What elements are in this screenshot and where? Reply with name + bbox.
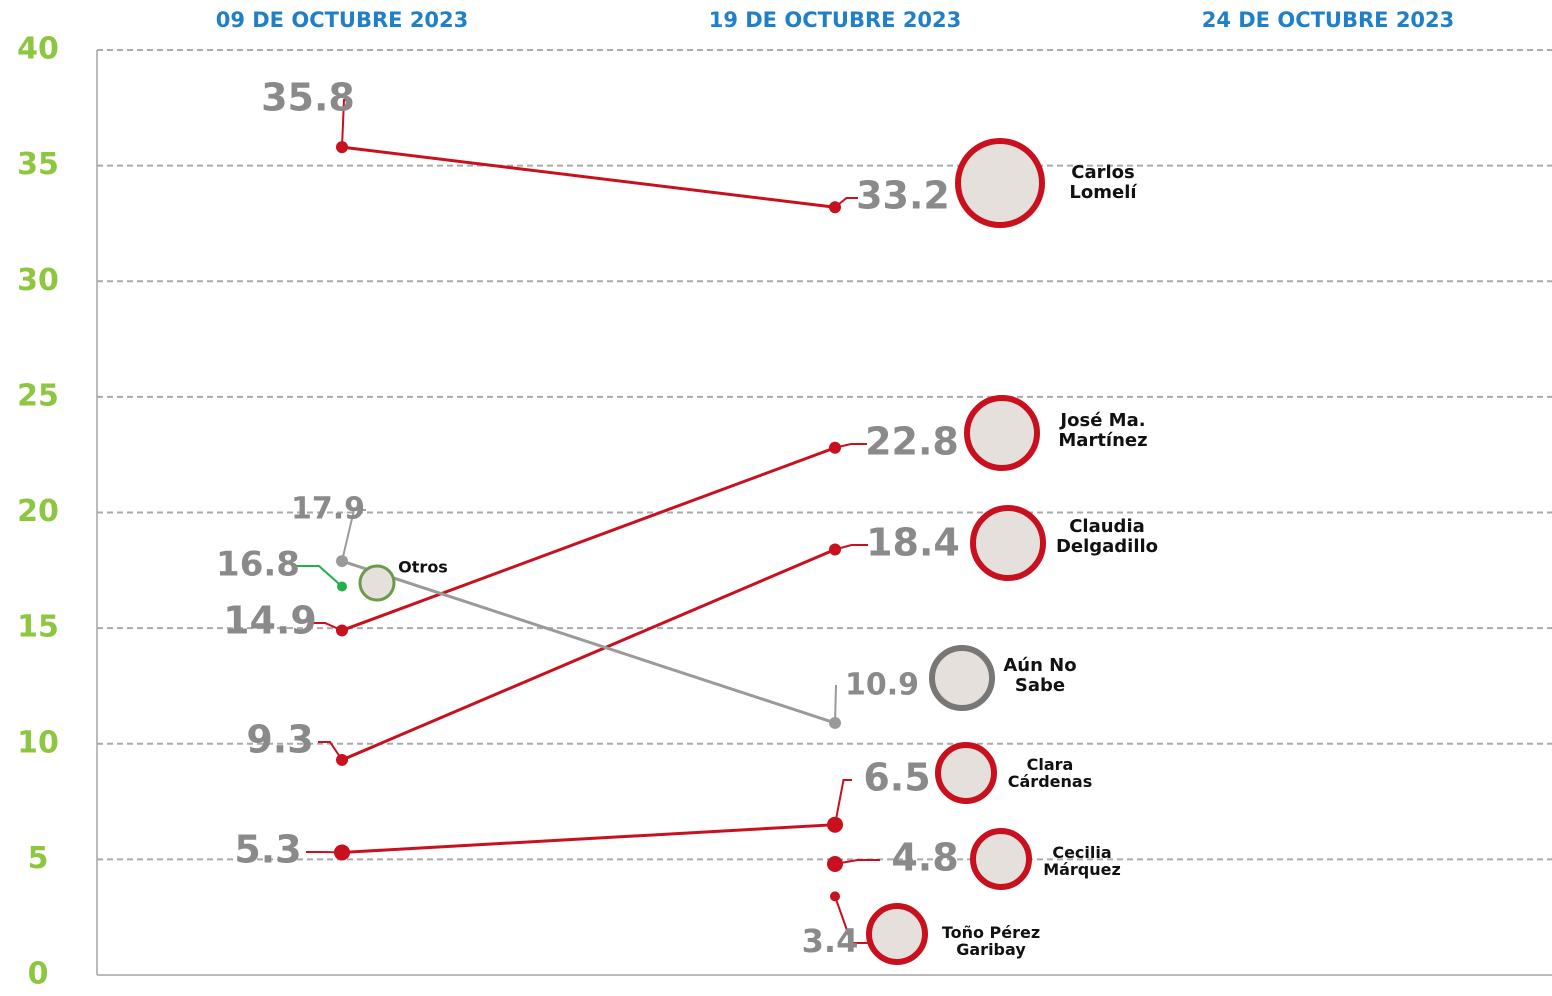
value-label: 10.9: [845, 668, 919, 703]
value-label: 5.3: [234, 828, 301, 872]
point: [336, 624, 348, 636]
legend-entry: Aún No Sabe: [995, 656, 1085, 696]
legend-entry: Otros: [393, 559, 453, 576]
value-label: 6.5: [863, 756, 930, 800]
avatar: [973, 831, 1029, 887]
y-tick-label: 0: [28, 957, 49, 992]
value-label: 16.8: [216, 545, 300, 585]
legend-entry: José Ma. Martínez: [1048, 411, 1158, 451]
chart: 0 5 10 15 20 25 30 35 40 09 DE OCTUBRE 2023 19 DE …: [0, 0, 1552, 996]
point: [827, 856, 843, 872]
avatar: [967, 398, 1037, 468]
y-tick-label: 15: [17, 610, 59, 645]
series-line: [342, 825, 835, 853]
series-line: [342, 550, 835, 760]
avatar: [869, 906, 925, 962]
leader-line: [296, 566, 342, 587]
value-label: 18.4: [866, 521, 960, 565]
avatar: [938, 745, 994, 801]
series-line: [342, 561, 835, 723]
value-label: 4.8: [891, 836, 958, 880]
point: [336, 555, 348, 567]
series-line: [342, 448, 835, 631]
value-label: 22.8: [865, 420, 959, 464]
avatar: [973, 508, 1043, 578]
y-tick-label: 20: [17, 494, 59, 529]
point: [830, 891, 840, 901]
value-label: 35.8: [261, 76, 355, 120]
point: [336, 141, 348, 153]
x-tick-label: 24 DE OCTUBRE 2023: [1202, 8, 1455, 32]
y-tick-label: 30: [17, 263, 59, 298]
avatar: [958, 141, 1042, 225]
legend-entry: Carlos Lomelí: [1048, 163, 1158, 203]
legend-entry: Clara Cárdenas: [1000, 756, 1100, 790]
value-label: 3.4: [802, 922, 859, 960]
series-line: [342, 147, 835, 207]
y-tick-label: 25: [17, 378, 59, 413]
x-tick-label: 09 DE OCTUBRE 2023: [216, 8, 469, 32]
point: [829, 717, 841, 729]
x-tick-label: 19 DE OCTUBRE 2023: [709, 8, 962, 32]
avatar: [360, 566, 394, 600]
point: [829, 201, 841, 213]
point: [337, 582, 347, 592]
legend-entry: Toño Pérez Garibay: [931, 924, 1051, 958]
value-label: 33.2: [856, 174, 950, 218]
point: [334, 844, 350, 860]
point: [336, 754, 348, 766]
value-label: 9.3: [246, 718, 313, 762]
y-tick-label: 10: [17, 725, 59, 760]
point: [829, 442, 841, 454]
value-label: 17.9: [291, 492, 365, 527]
y-tick-label: 35: [17, 147, 59, 182]
y-tick-label: 40: [17, 32, 59, 67]
value-label: 14.9: [223, 599, 317, 643]
point: [829, 544, 841, 556]
legend-entry: Cecilia Márquez: [1032, 844, 1132, 878]
y-tick-label: 5: [28, 841, 49, 876]
avatar: [932, 648, 992, 708]
legend-entry: Claudia Delgadillo: [1047, 517, 1167, 557]
point: [827, 817, 843, 833]
page: 0 5 10 15 20 25 30 35 40 09 DE OCTUBRE 2023 19 DE …: [0, 0, 1552, 996]
